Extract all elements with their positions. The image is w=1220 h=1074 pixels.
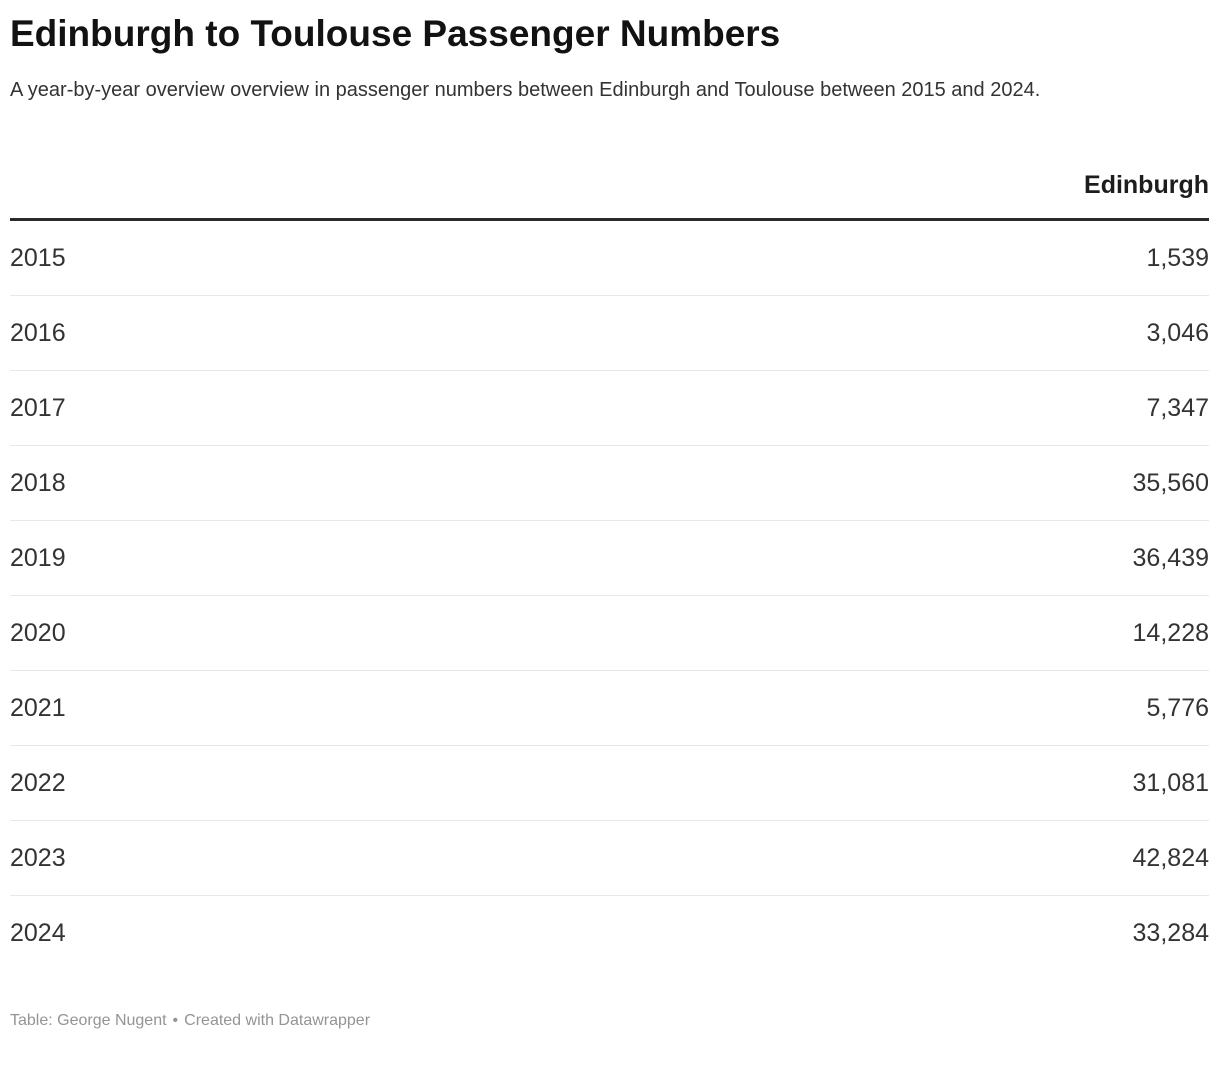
- passenger-numbers-table: Edinburgh 2015 1,539 2016 3,046 2017 7,3…: [10, 168, 1209, 970]
- created-with-datawrapper-link[interactable]: Created with Datawrapper: [184, 1012, 371, 1029]
- table-row: 2017 7,347: [10, 370, 1209, 446]
- table-row: 2018 35,560: [10, 445, 1209, 521]
- year-cell: 2020: [10, 595, 380, 671]
- value-cell: 5,776: [379, 670, 1209, 746]
- table-header-row: Edinburgh: [10, 168, 1209, 221]
- column-header-edinburgh: Edinburgh: [379, 168, 1209, 221]
- value-cell: 35,560: [379, 445, 1209, 521]
- year-cell: 2021: [10, 670, 380, 746]
- attribution-footer: Table: George Nugent • Created with Datawr…: [10, 1010, 1209, 1032]
- table-row: 2023 42,824: [10, 820, 1209, 896]
- value-cell: 7,347: [379, 370, 1209, 446]
- value-cell: 1,539: [379, 219, 1209, 296]
- year-cell: 2023: [10, 820, 380, 896]
- table-row: 2016 3,046: [10, 295, 1209, 371]
- year-cell: 2015: [10, 219, 380, 296]
- value-cell: 31,081: [379, 745, 1209, 821]
- value-cell: 36,439: [379, 520, 1209, 596]
- table-row: 2021 5,776: [10, 670, 1209, 746]
- value-cell: 33,284: [1132, 919, 1209, 947]
- table-body: 2015 1,539 2016 3,046 2017 7,347 2018 35…: [10, 219, 1209, 971]
- table-row: 2019 36,439: [10, 520, 1209, 596]
- year-cell: 2019: [10, 520, 380, 596]
- year-cell: 2016: [10, 295, 380, 371]
- table-row: 2024 33,284: [10, 896, 1209, 971]
- table-row: 2022 31,081: [10, 745, 1209, 821]
- value-cell: 3,046: [379, 295, 1209, 371]
- column-header-year: [10, 168, 380, 221]
- table-row: 2015 1,539: [10, 219, 1209, 296]
- table-credit: Table: George Nugent: [10, 1012, 167, 1029]
- year-cell: 2017: [10, 370, 380, 446]
- table-row: 2020 14,228: [10, 595, 1209, 671]
- table-header: Edinburgh: [10, 168, 1209, 221]
- page-description: A year-by-year overview overview in pass…: [10, 79, 1041, 101]
- footer-separator: •: [172, 1012, 179, 1029]
- year-cell: 2022: [10, 745, 380, 821]
- value-cell: 42,824: [379, 820, 1209, 896]
- value-cell: 14,228: [379, 595, 1209, 671]
- year-cell: 2018: [10, 445, 380, 521]
- page-title: Edinburgh to Toulouse Passenger Numbers: [10, 13, 781, 54]
- year-cell: 2024: [10, 919, 66, 947]
